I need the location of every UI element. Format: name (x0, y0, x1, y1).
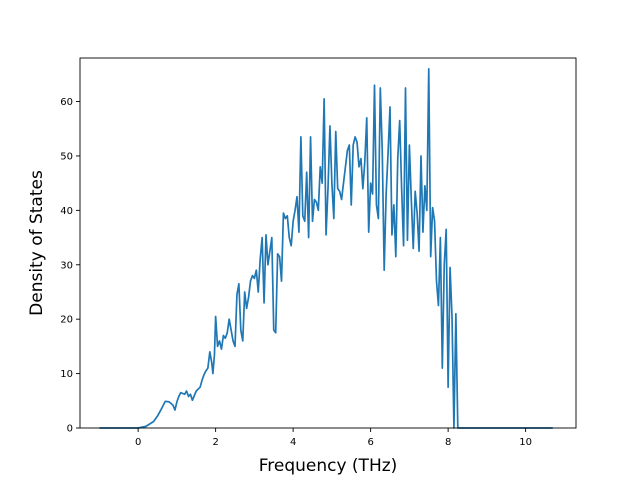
y-tick-label: 20 (60, 315, 73, 326)
y-tick-label: 60 (60, 97, 73, 108)
x-tick-label: 8 (445, 437, 451, 448)
x-tick-label: 0 (135, 437, 141, 448)
y-tick-label: 40 (60, 206, 73, 217)
y-tick-label: 50 (60, 151, 73, 162)
y-tick-label: 30 (60, 260, 73, 271)
x-tick-label: 10 (519, 437, 532, 448)
x-tick-label: 6 (367, 437, 373, 448)
x-tick-label: 4 (290, 437, 296, 448)
y-axis-ticks: 0 10 20 30 40 50 60 (60, 97, 80, 435)
y-axis-label: Density of States (27, 170, 47, 316)
x-axis-ticks: 0 2 4 6 8 10 (135, 428, 532, 448)
series-layer (99, 68, 553, 429)
y-tick-label: 0 (67, 424, 73, 435)
y-tick-label: 10 (60, 369, 73, 380)
x-axis-label: Frequency (THz) (259, 456, 398, 476)
series-line-0 (99, 68, 553, 429)
plot-frame (79, 57, 577, 429)
plot-background (80, 58, 576, 428)
x-tick-label: 2 (212, 437, 218, 448)
